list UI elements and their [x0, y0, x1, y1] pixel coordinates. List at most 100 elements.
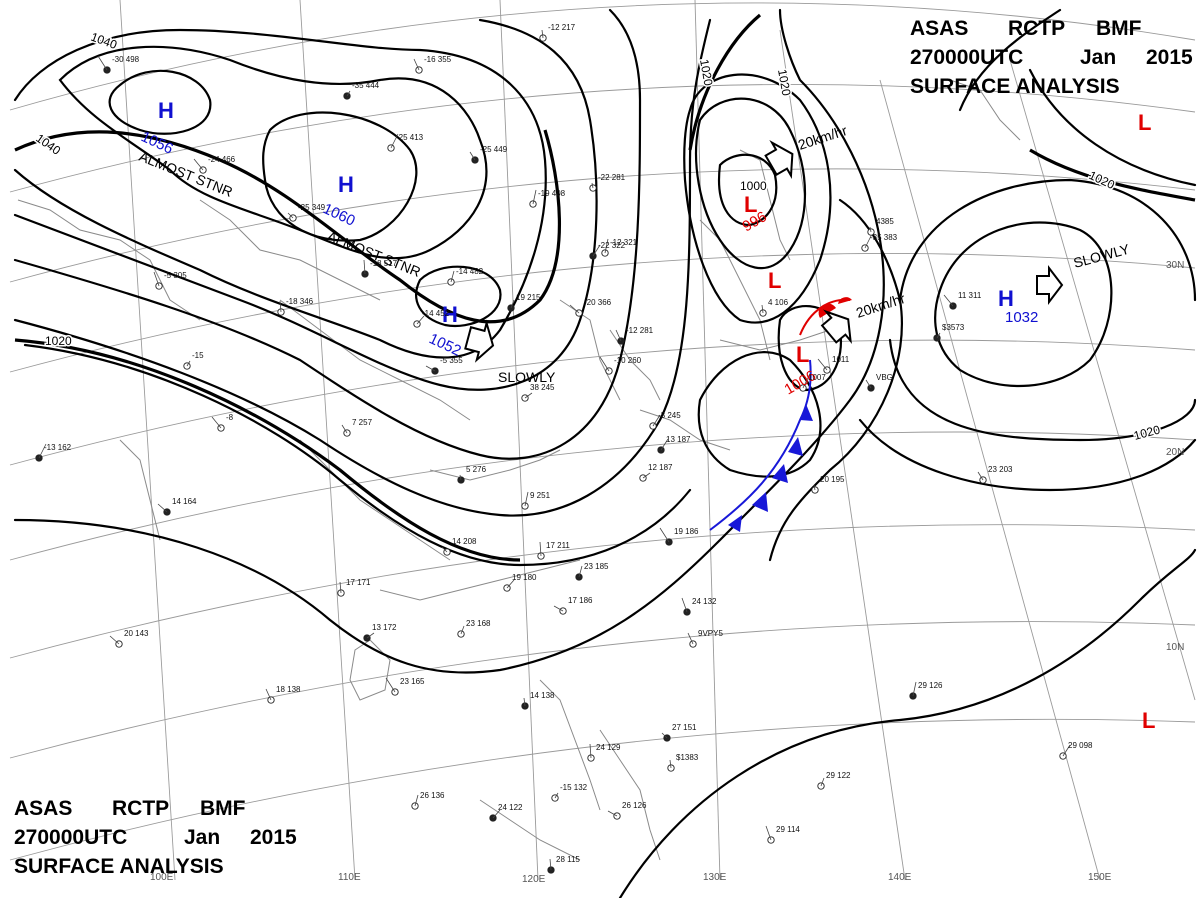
map-header-top-right: ASAS RCTP BMF 270000UTC Jan 2015 SURFACE ANA… — [910, 14, 1196, 101]
longitude-label: 100E — [150, 872, 174, 883]
station-label: 19 180 — [512, 573, 537, 582]
station-label: -35 383 — [870, 233, 898, 242]
station-label: -35 444 — [352, 81, 380, 90]
wind-barb — [553, 605, 564, 612]
station-label: 20 143 — [124, 629, 149, 638]
wind-barb — [524, 392, 533, 399]
wind-barb — [416, 315, 425, 325]
station-label: -15 132 — [560, 783, 588, 792]
wind-barb — [193, 158, 204, 171]
wind-barb — [385, 677, 396, 693]
station-label: $3573 — [942, 323, 965, 332]
wind-barb — [211, 416, 222, 429]
wind-barb — [366, 632, 375, 639]
wind-barb — [820, 777, 825, 787]
isobar-label: 1020 — [45, 334, 72, 348]
wind-barb — [977, 471, 984, 481]
footer-center: BMF — [200, 797, 246, 820]
station-label: VBG — [876, 373, 893, 382]
station-label: 24 132 — [692, 597, 717, 606]
wind-barb — [660, 438, 669, 451]
station-label: 5 276 — [466, 465, 487, 474]
station-label: 29 126 — [918, 681, 943, 690]
isobar-label: 1000 — [740, 179, 767, 193]
station-label: 24 122 — [498, 803, 523, 812]
station-label: -12 217 — [548, 23, 576, 32]
station-label: -18 346 — [286, 297, 314, 306]
wind-barb — [817, 358, 828, 371]
wind-barb — [936, 332, 941, 339]
station-label: 13 172 — [372, 623, 397, 632]
station-label: -5 355 — [440, 356, 463, 365]
wind-barb — [569, 304, 580, 314]
station-label: -19 408 — [538, 189, 566, 198]
header-datetime: 270000UTC — [910, 46, 1024, 69]
wind-barb — [109, 635, 120, 645]
wind-barb — [265, 688, 272, 701]
low-center-letter: L — [744, 192, 757, 217]
wind-barb — [813, 484, 816, 491]
station-label: -18 517 — [370, 259, 398, 268]
station-label: -22 322 — [598, 241, 626, 250]
wind-barb — [459, 474, 462, 481]
wind-barb — [864, 233, 873, 249]
header-issuer: RCTP — [1008, 17, 1066, 40]
footer-agency: ASAS — [14, 797, 73, 820]
center-movement-note: SLOWLY — [498, 369, 556, 385]
wind-barb — [425, 365, 436, 372]
station-label: -22 281 — [598, 173, 626, 182]
station-label: 4385 — [876, 217, 894, 226]
station-label: 27 151 — [672, 723, 697, 732]
station-plots — [35, 29, 1071, 874]
latitude-label: 10N — [1166, 642, 1184, 653]
station-label: -12 281 — [626, 326, 654, 335]
high-center-letter: H — [442, 302, 458, 327]
station-label: -14 452 — [422, 309, 450, 318]
low-center-letter: L — [1138, 110, 1151, 135]
major-isobars — [14, 13, 1196, 562]
station-label: -30 498 — [112, 55, 140, 64]
wind-barb — [363, 259, 366, 275]
wind-barb — [510, 299, 515, 309]
station-label: -25 449 — [480, 145, 508, 154]
station-label: 19 186 — [674, 527, 699, 536]
station-label: 1011 — [832, 355, 850, 364]
station-label: -15 — [192, 351, 204, 360]
wind-barb — [287, 212, 294, 219]
wind-barb — [414, 794, 419, 807]
station-label: -3 245 — [658, 411, 681, 420]
low-center-letter: L — [1142, 708, 1155, 733]
station-label: -20 366 — [584, 298, 612, 307]
station-label: 24 129 — [596, 743, 621, 752]
fronts — [709, 297, 852, 532]
wind-barb — [687, 632, 694, 645]
high-center-letter: H — [998, 286, 1014, 311]
station-label: 14 164 — [172, 497, 197, 506]
station-label: 29 122 — [826, 771, 851, 780]
wind-barb — [38, 443, 47, 459]
wind-barb — [97, 55, 108, 71]
wind-barb — [761, 304, 764, 314]
station-label: 4 106 — [768, 298, 789, 307]
station-label: -16 355 — [424, 55, 452, 64]
wind-barb — [765, 825, 772, 841]
graticule — [9, 0, 1196, 881]
wind-barb — [390, 133, 399, 149]
footer-month: Jan — [184, 826, 221, 849]
wind-barb — [413, 58, 420, 71]
wind-barb — [578, 565, 583, 578]
footer-product: SURFACE ANALYSIS — [14, 855, 224, 878]
header-month: Jan — [1080, 46, 1117, 69]
station-label: 13 187 — [666, 435, 691, 444]
station-label: -5 305 — [164, 271, 187, 280]
station-label: 20 195 — [820, 475, 845, 484]
isobars — [13, 8, 1197, 898]
station-label: 26 126 — [622, 801, 647, 810]
longitude-label: 150E — [1088, 872, 1112, 883]
wind-barb — [642, 472, 651, 479]
wind-barb — [279, 300, 282, 313]
station-label: 14 208 — [452, 537, 477, 546]
station-label: -10 260 — [614, 356, 642, 365]
station-label: -14 482 — [456, 267, 484, 276]
longitude-label: 110E — [338, 872, 361, 883]
